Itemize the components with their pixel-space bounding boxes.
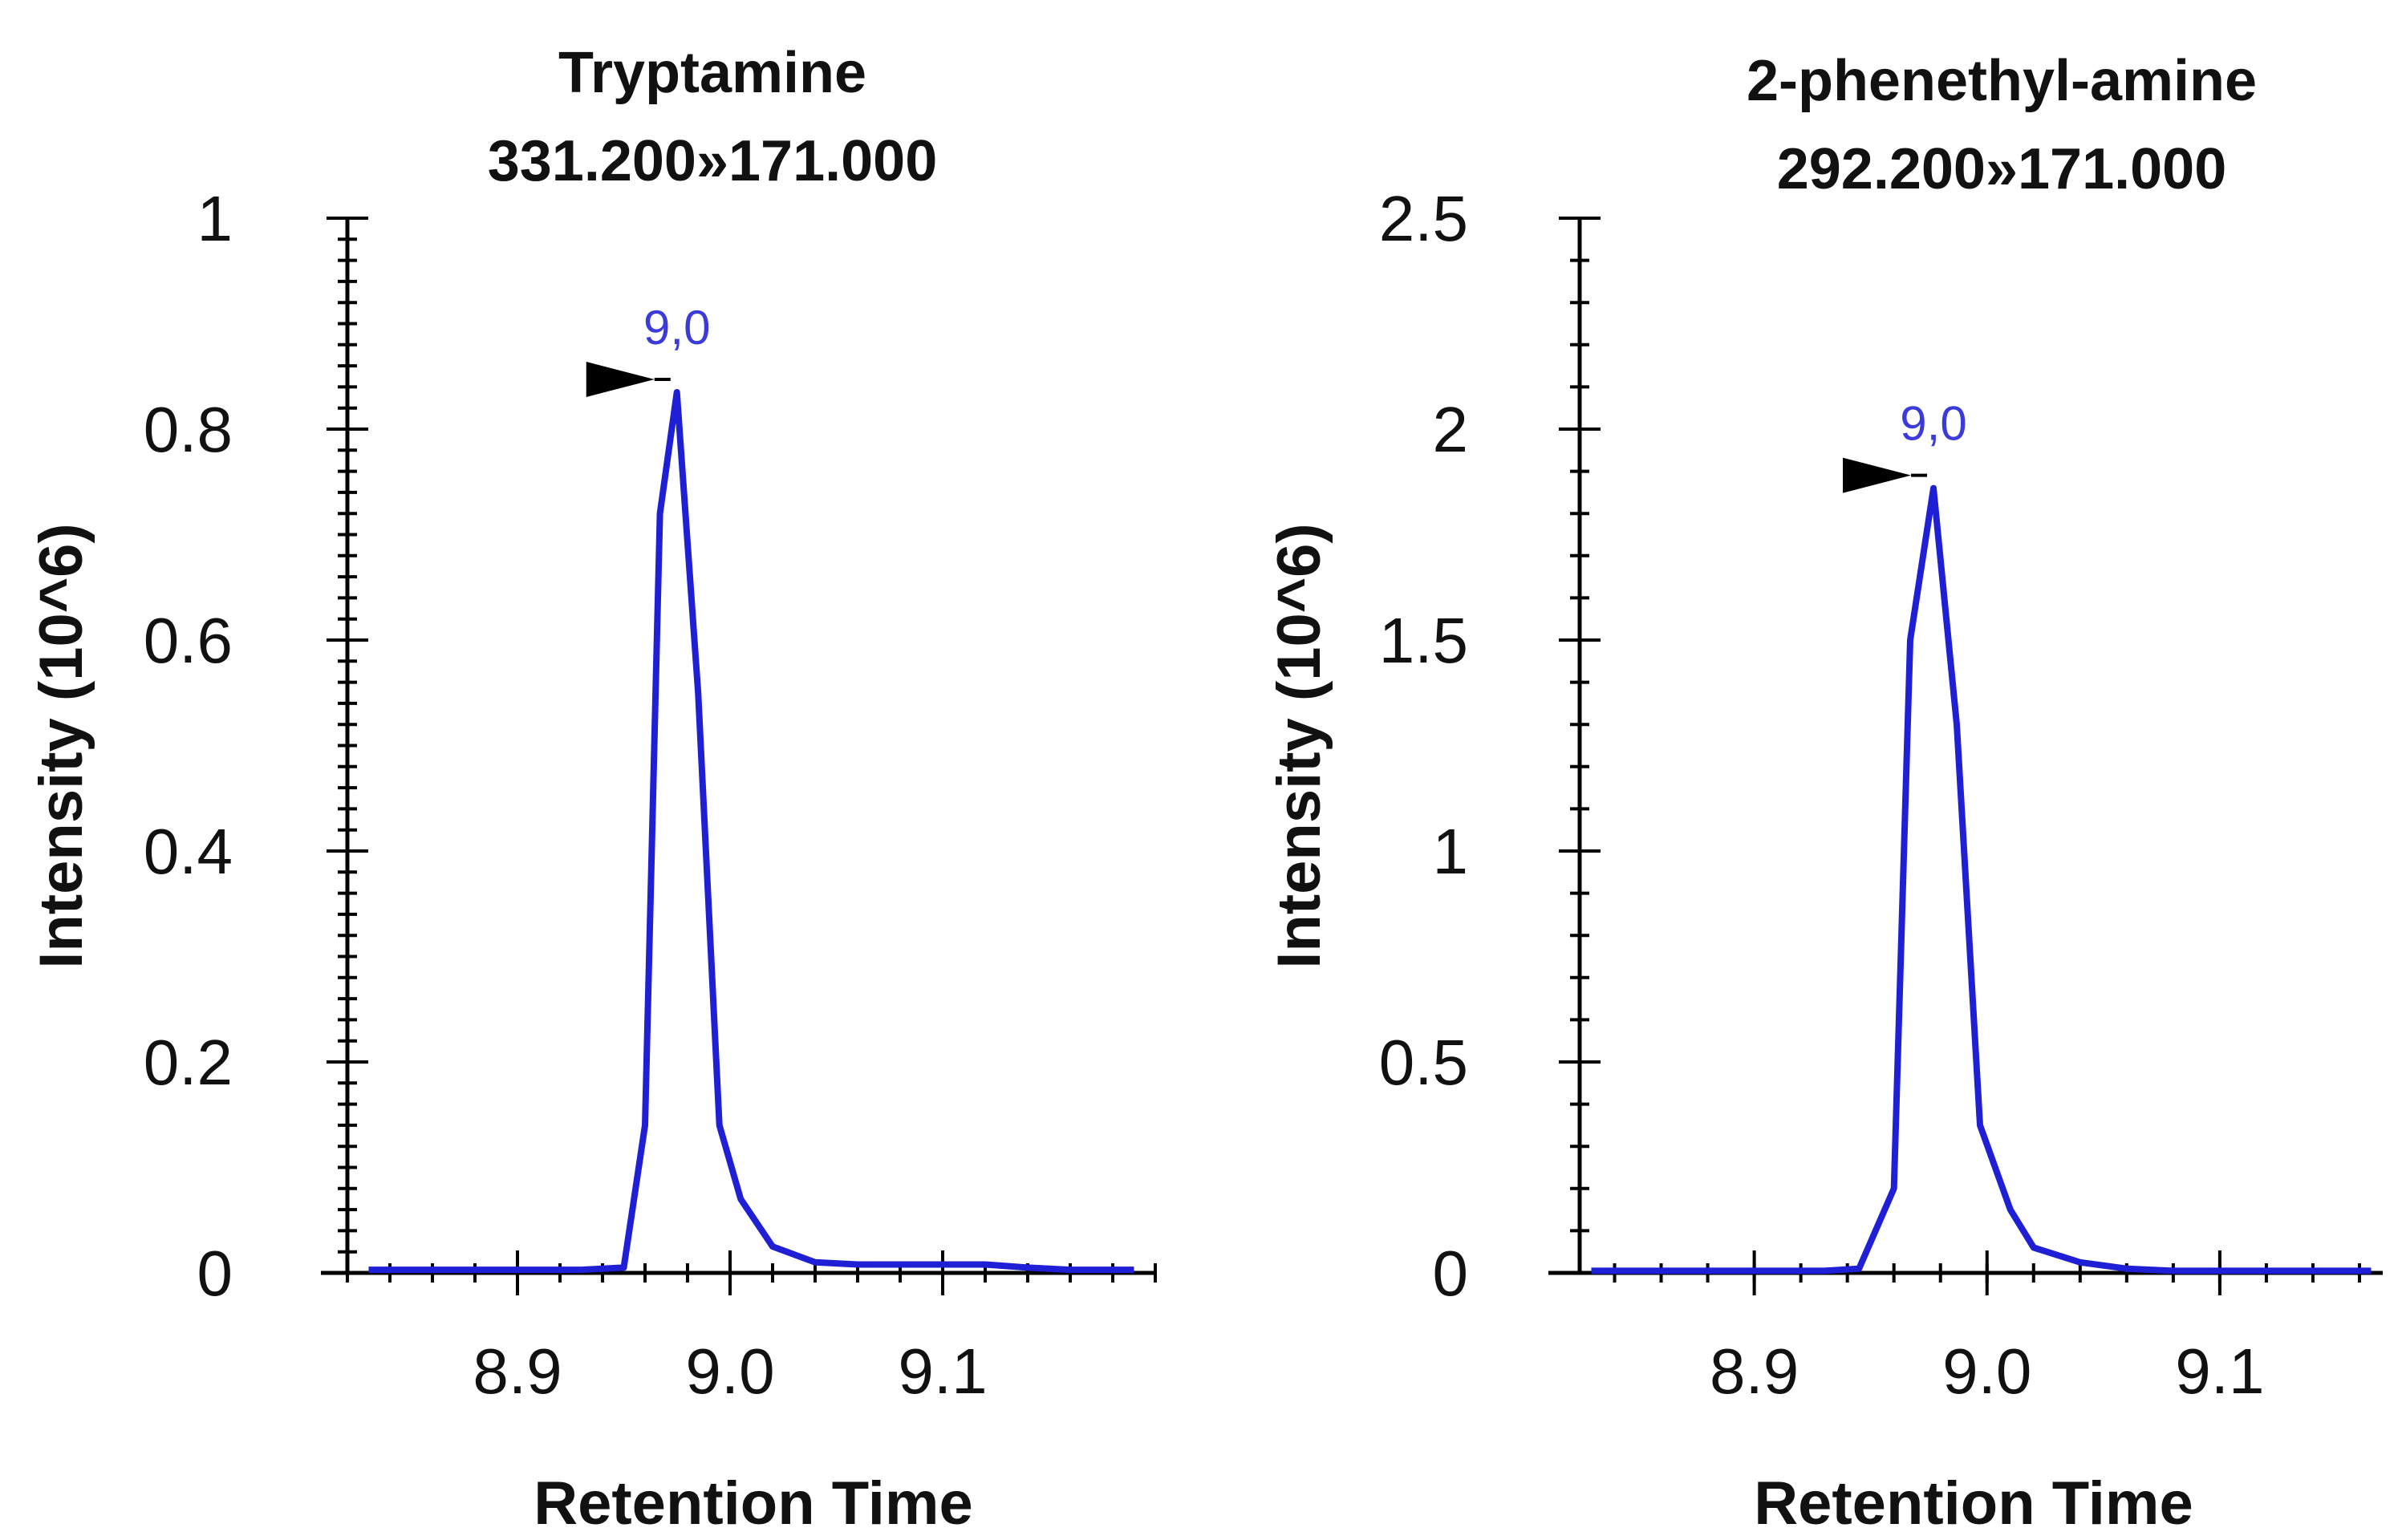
phenethylamine-chart-panel: 2-phenethyl-amine 292.200»171.000 Intens…	[1265, 49, 2383, 1538]
peak-label: 9,0	[1900, 397, 1966, 451]
y-tick-label: 1	[1433, 816, 1469, 887]
y-tick-label: 1	[197, 183, 233, 254]
chart-title: 2-phenethyl-amine	[1747, 49, 2257, 113]
x-tick-label: 8.9	[473, 1335, 562, 1407]
x-tick-label: 9.1	[898, 1335, 987, 1407]
chart-subtitle: 331.200»171.000	[488, 129, 938, 193]
x-axis-label: Retention Time	[534, 1469, 973, 1538]
y-tick-label: 1.5	[1379, 605, 1468, 676]
x-axis-label: Retention Time	[1754, 1469, 2193, 1538]
tick-labels: 0 0.2 0.4 0.6 0.8 1 8.9 9.0 9.1	[144, 183, 988, 1407]
peak-marker-icon	[586, 361, 655, 397]
y-axis-label: Intensity (10^6)	[1265, 523, 1333, 968]
chart-subtitle: 292.200»171.000	[1777, 137, 2227, 201]
peak-marker-icon	[1843, 457, 1912, 493]
x-tick-label: 9.0	[685, 1335, 774, 1407]
y-tick-label: 0.2	[144, 1027, 233, 1098]
axis-ticks	[327, 217, 1157, 1295]
tick-labels: 0 0.5 1 1.5 2 2.5 8.9 9.0 9.1	[1379, 183, 2265, 1407]
y-tick-label: 0	[1433, 1238, 1469, 1309]
trace-line	[1591, 484, 2372, 1275]
peak-label: 9,0	[643, 301, 710, 355]
y-tick-label: 2.5	[1379, 183, 1468, 254]
trace-line	[368, 389, 1134, 1274]
y-tick-label: 2	[1433, 394, 1469, 465]
y-tick-label: 0.6	[144, 605, 233, 676]
chart-title: Tryptamine	[558, 41, 866, 105]
x-tick-label: 9.0	[1942, 1335, 2031, 1407]
y-axis-label: Intensity (10^6)	[27, 523, 95, 968]
y-tick-label: 0.5	[1379, 1027, 1468, 1098]
x-tick-label: 8.9	[1710, 1335, 1799, 1407]
y-tick-label: 0	[197, 1238, 233, 1309]
x-tick-label: 9.1	[2175, 1335, 2264, 1407]
y-tick-label: 0.8	[144, 394, 233, 465]
tryptamine-chart-panel: Tryptamine 331.200»171.000 Intensity (10…	[27, 41, 1157, 1538]
y-tick-label: 0.4	[144, 816, 233, 887]
